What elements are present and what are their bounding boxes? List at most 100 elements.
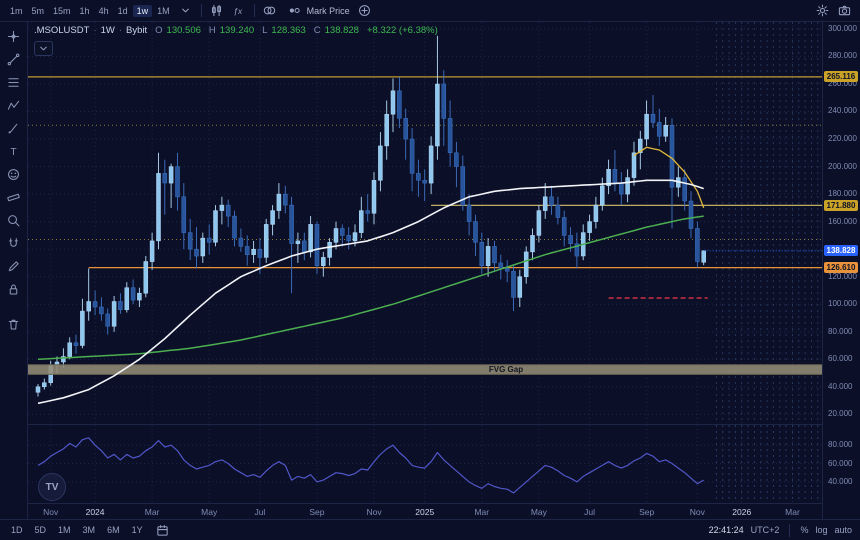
open-value: 130.506 [166, 25, 201, 36]
svg-text:ƒx: ƒx [234, 6, 244, 16]
crosshair-tool[interactable] [4, 28, 24, 45]
compare-button[interactable] [260, 2, 280, 20]
timeframe-4h[interactable]: 4h [98, 5, 109, 16]
legend-interval[interactable]: 1W [100, 25, 115, 36]
percent-scale-button[interactable]: % [800, 525, 809, 535]
timeframe-1M[interactable]: 1M [157, 5, 170, 16]
pane-separator[interactable] [28, 424, 822, 425]
fib-retracement-tool[interactable] [4, 74, 24, 91]
drawing-toolbar: T [0, 22, 28, 519]
timeframe-1m[interactable]: 1m [10, 5, 23, 16]
range-1Y[interactable]: 1Y [131, 525, 143, 535]
date-range-group: 1D 5D 1M 3M 6M 1Y [8, 524, 146, 536]
toolbar-separator [200, 4, 202, 17]
price-tick: 220.000 [828, 134, 857, 144]
range-6M[interactable]: 6M [107, 525, 120, 535]
log-scale-button[interactable]: log [815, 525, 828, 535]
close-label: C [313, 25, 321, 36]
time-label: Sep [309, 507, 325, 517]
tradingview-logo: TV [38, 473, 66, 501]
lock-tool[interactable] [4, 281, 24, 298]
timeframe-dropdown-button[interactable] [176, 2, 196, 20]
main-price-pane[interactable]: FVG Gap [28, 22, 822, 424]
emoji-tool[interactable] [4, 166, 24, 183]
change-value: +8.322 (+6.38%) [366, 25, 438, 36]
screenshot-camera-button[interactable] [834, 2, 854, 20]
zoom-tool[interactable] [4, 212, 24, 229]
legend-symbol[interactable]: .MSOLUSDT [34, 25, 90, 36]
time-label: Mar [474, 507, 490, 517]
price-axis[interactable]: 300.000 280.000 260.000 240.000 220.000 200.0… [822, 22, 860, 519]
timezone-label[interactable]: UTC+2 [750, 525, 780, 535]
edit-tool[interactable] [4, 258, 24, 275]
oscillator-tick: 40.000 [828, 476, 853, 486]
time-label: Nov [43, 507, 59, 517]
time-label: Nov [689, 507, 705, 517]
measure-tool[interactable] [4, 189, 24, 206]
clock[interactable]: 22:41:24 [708, 525, 744, 535]
price-tick: 60.000 [828, 354, 853, 364]
bottom-toolbar: 1D 5D 1M 3M 6M 1Y 22:41:24 UTC+2 % log auto [0, 519, 860, 540]
oscillator-tick: 80.000 [828, 440, 853, 450]
auto-scale-button[interactable]: auto [834, 525, 852, 535]
range-1M[interactable]: 1M [58, 525, 71, 535]
close-value: 138.828 [324, 25, 359, 36]
time-label: Jul [584, 507, 596, 517]
time-label: 2025 [415, 507, 435, 517]
mark-price-label: Mark Price [306, 5, 350, 16]
time-label: May [201, 507, 218, 517]
price-tick: 100.000 [828, 299, 857, 309]
settings-gear-button[interactable] [812, 2, 832, 20]
text-tool[interactable]: T [4, 143, 24, 160]
legend-separator: · [93, 25, 97, 36]
range-3M[interactable]: 3M [82, 525, 96, 535]
price-tick: 180.000 [828, 189, 857, 199]
timeframe-1h[interactable]: 1h [79, 5, 90, 16]
svg-text:FVG Gap: FVG Gap [489, 365, 523, 374]
range-5D[interactable]: 5D [34, 525, 47, 535]
price-tick: 120.000 [828, 271, 857, 281]
mark-price-toggle[interactable]: Mark Price [282, 2, 353, 20]
time-label: Sep [639, 507, 655, 517]
chart-area: .MSOLUSDT · 1W · Bybit O 130.506 H 139.240… [28, 22, 822, 519]
timeframe-group: 1m 5m 15m 1h 4h 1d 1w 1M [6, 4, 174, 17]
price-tick: 20.000 [828, 409, 853, 419]
timeframe-1d[interactable]: 1d [117, 5, 128, 16]
pattern-tool[interactable] [4, 97, 24, 114]
range-1D[interactable]: 1D [11, 525, 23, 535]
trend-line-tool[interactable] [4, 51, 24, 68]
open-label: O [155, 25, 163, 36]
time-label: Mar [144, 507, 160, 517]
price-tick: 200.000 [828, 161, 857, 171]
magnet-tool[interactable] [4, 235, 24, 252]
timeframe-15m[interactable]: 15m [53, 5, 71, 16]
indicators-button[interactable]: ƒx [229, 2, 249, 20]
time-label: Jul [254, 507, 266, 517]
brush-tool[interactable] [4, 120, 24, 137]
price-tick: 240.000 [828, 106, 857, 116]
add-indicator-button[interactable] [355, 2, 375, 20]
time-axis[interactable]: Nov 2024 Mar May Jul Sep Nov 2025 Mar May Jul Sep No… [28, 503, 822, 520]
time-label: Mar [785, 507, 800, 517]
symbol-legend: .MSOLUSDT · 1W · Bybit O 130.506 H 139.240… [34, 25, 438, 36]
price-tag: 171.880 [824, 199, 858, 211]
time-label: May [530, 507, 547, 517]
price-tag: 126.610 [824, 262, 858, 274]
price-tick: 80.000 [828, 326, 853, 336]
low-label: L [262, 25, 268, 36]
oscillator-pane[interactable] [28, 425, 822, 503]
trash-tool[interactable] [4, 316, 24, 333]
price-tick: 260.000 [828, 78, 857, 88]
chart-type-button[interactable] [207, 2, 227, 20]
toolbar-separator [253, 4, 255, 17]
price-tick: 280.000 [828, 51, 857, 61]
go-to-date-button[interactable] [153, 521, 173, 539]
timeframe-1w[interactable]: 1w [132, 4, 153, 17]
time-label: 2024 [85, 507, 105, 517]
timeframe-5m[interactable]: 5m [31, 5, 45, 16]
time-label: 2026 [732, 507, 752, 517]
indicator-collapse-button[interactable] [34, 41, 53, 56]
mark-price-icon [285, 2, 305, 20]
legend-exchange[interactable]: Bybit [126, 25, 148, 36]
